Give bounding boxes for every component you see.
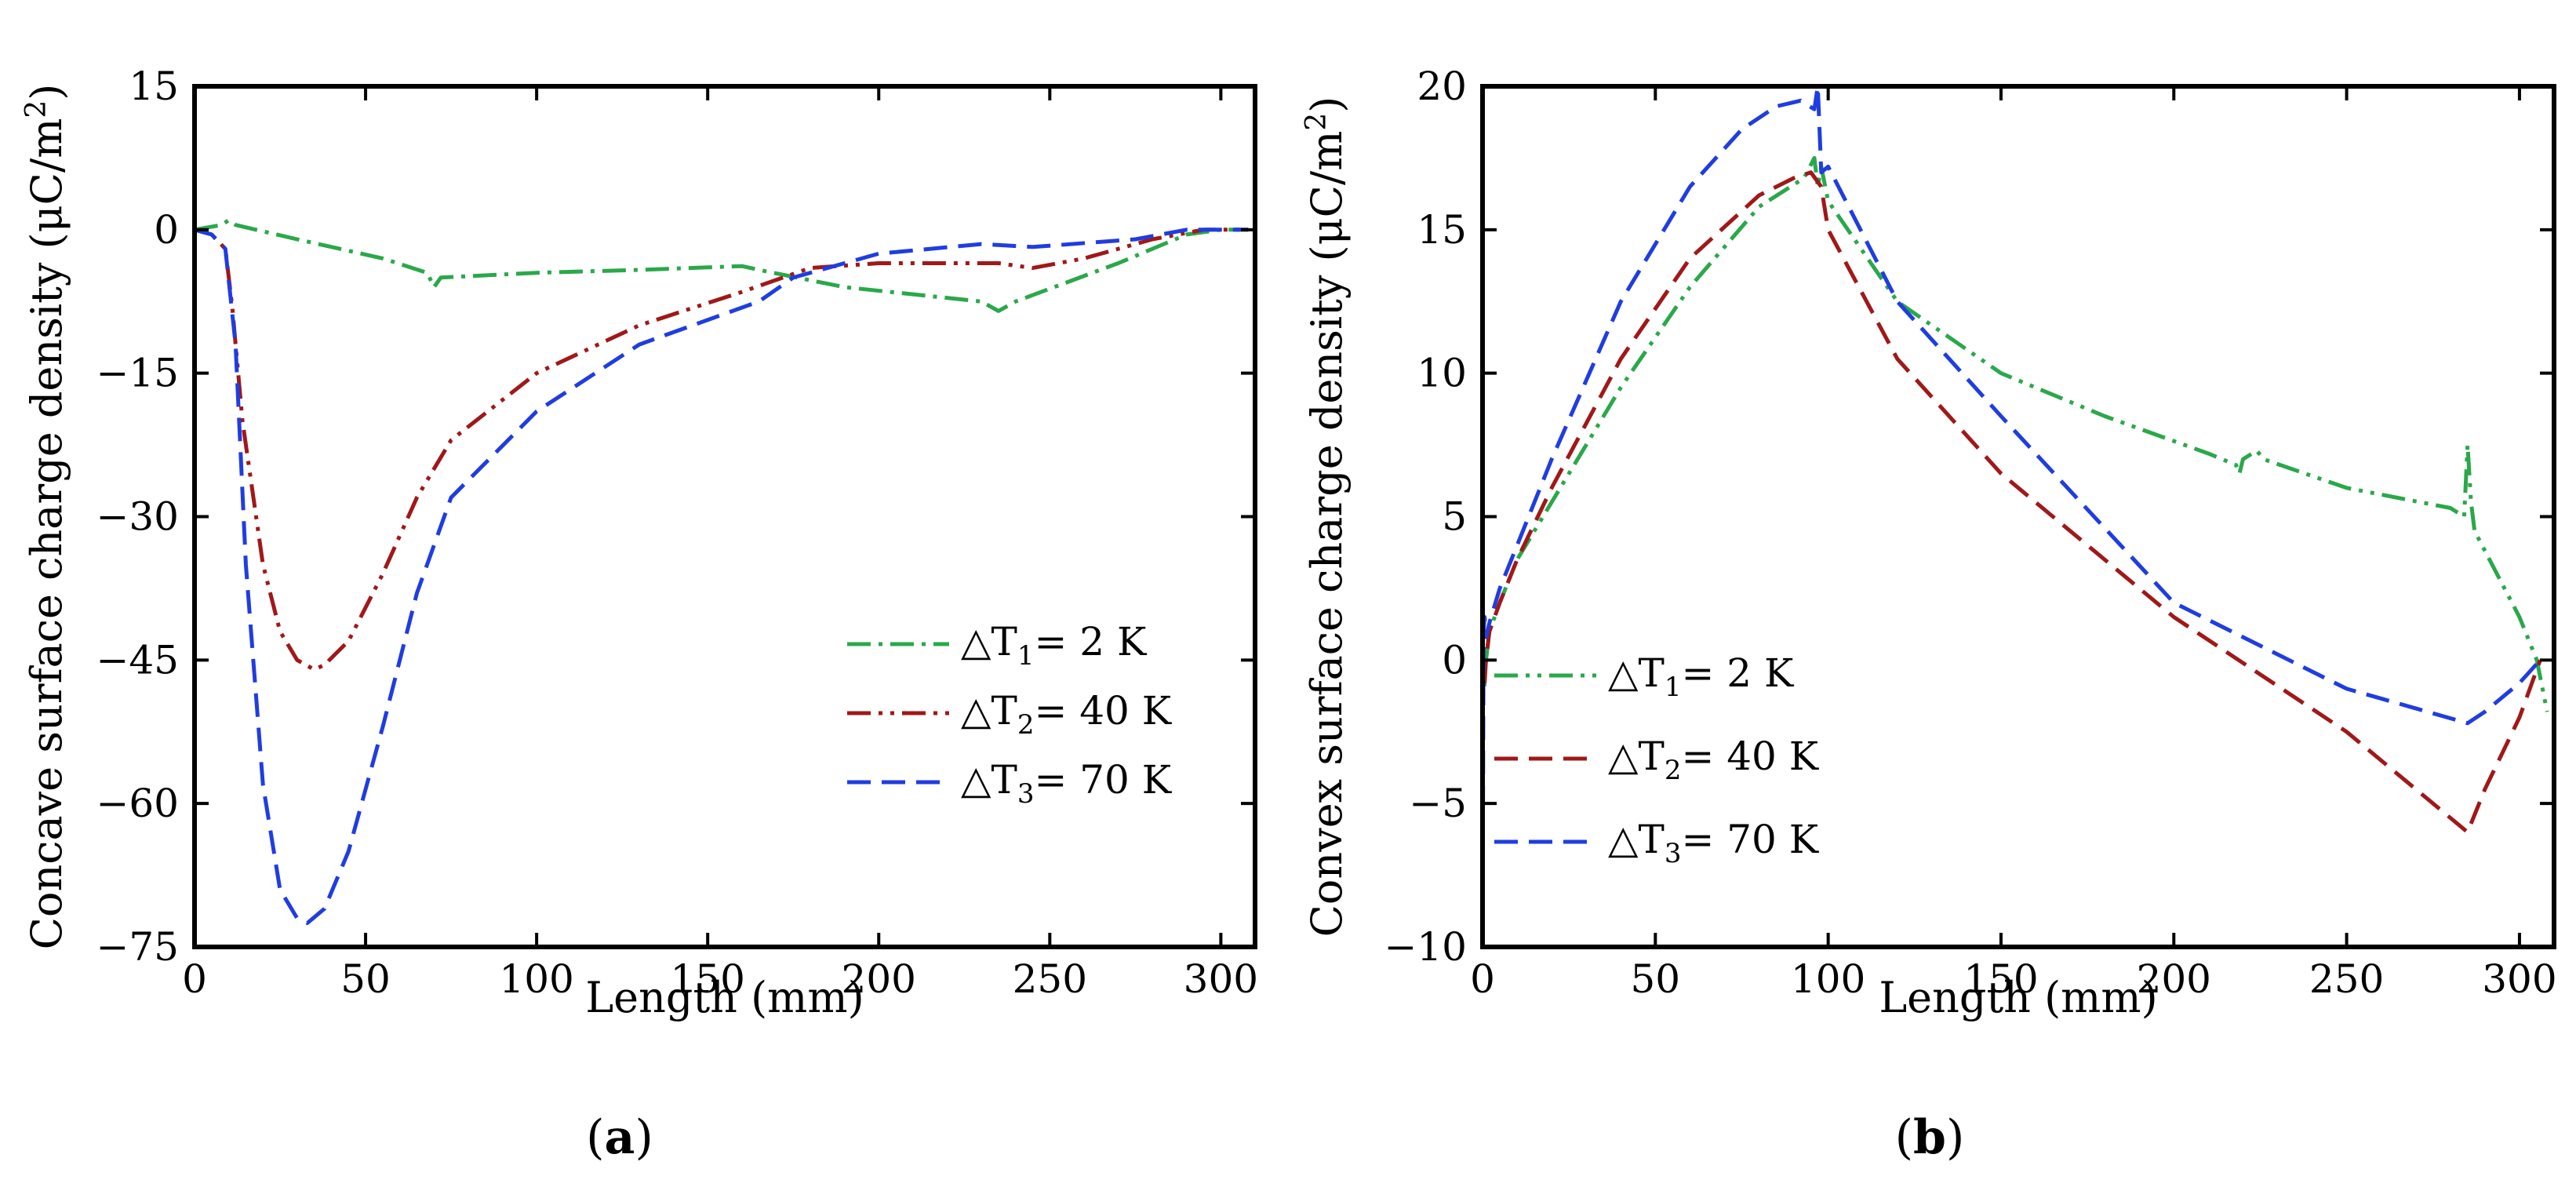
series-line-3 [1483, 86, 2542, 947]
x-tick-label: 100 [499, 956, 573, 1002]
x-axis-label: Length (mm) [585, 973, 864, 1022]
legend-label-1: △T1= 2 K [1608, 650, 1795, 703]
legend-label-2: △T2= 40 K [1608, 734, 1820, 786]
legend-label-3: △T3= 70 K [961, 757, 1173, 810]
y-tick-label: 0 [1442, 637, 1467, 683]
series-line-1 [1483, 155, 2549, 712]
y-tick-label: −45 [96, 637, 179, 683]
legend: △T1= 2 K △T2= 40 K △T3= 70 K [1494, 650, 1820, 869]
y-axis-label: Convex surface charge density (μC/m2) [1301, 96, 1352, 938]
y-tick-label: 5 [1442, 494, 1467, 540]
x-tick-label: 200 [842, 956, 916, 1002]
chart-panel-a: 0 50 100 150 200 250 300150−15−30−45−60−75Leng… [20, 64, 1258, 1165]
x-tick-label: 50 [340, 956, 391, 1002]
x-tick-label: 100 [1791, 956, 1865, 1002]
x-tick-label: 200 [2137, 956, 2211, 1002]
x-tick-label: 250 [1013, 956, 1087, 1002]
y-tick-label: 15 [1417, 207, 1467, 253]
y-axis-label: Concave surface charge density (μC/m2) [20, 84, 71, 950]
x-axis-label: Length (mm) [1879, 973, 2157, 1022]
y-tick-label: −60 [96, 781, 179, 826]
x-tick-label: 150 [1963, 956, 2038, 1002]
series-line-1 [195, 218, 1249, 313]
y-tick-label: 0 [154, 207, 179, 253]
x-tick-label: 50 [1631, 956, 1681, 1002]
x-tick-label: 0 [1470, 956, 1495, 1002]
y-tick-label: −30 [96, 494, 179, 540]
panel-caption: (a) [586, 1110, 653, 1165]
legend: △T1= 2 K △T2= 40 K △T3= 70 K [847, 619, 1173, 810]
y-tick-label: 20 [1417, 64, 1467, 109]
y-tick-label: −15 [96, 351, 179, 396]
y-tick-label: 15 [129, 64, 179, 109]
legend-label-3: △T3= 70 K [1608, 817, 1820, 869]
series-line-3 [195, 228, 1249, 925]
x-tick-label: 300 [2482, 956, 2556, 1002]
series-line-2 [1483, 170, 2542, 835]
x-tick-label: 0 [182, 956, 207, 1002]
x-tick-label: 300 [1184, 956, 1258, 1002]
series-line-2 [195, 228, 1249, 672]
plot-frame [192, 84, 1257, 949]
legend-label-1: △T1= 2 K [961, 619, 1148, 672]
x-tick-label: 250 [2309, 956, 2384, 1002]
legend-label-2: △T2= 40 K [961, 688, 1173, 741]
y-tick-label: 10 [1417, 351, 1467, 396]
y-tick-label: −5 [1409, 781, 1467, 826]
panel-caption: (b) [1895, 1110, 1965, 1165]
x-tick-label: 150 [670, 956, 744, 1002]
y-tick-label: −10 [1384, 924, 1467, 970]
y-tick-label: −75 [96, 924, 179, 970]
